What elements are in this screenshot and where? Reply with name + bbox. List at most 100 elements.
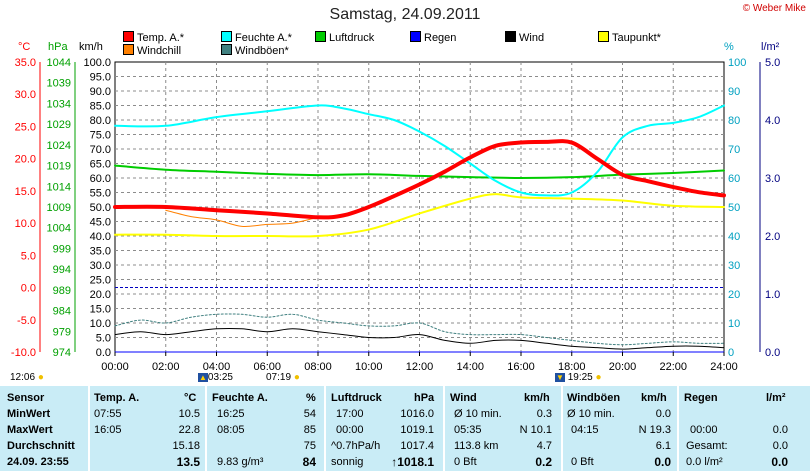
unit-wind: km/h (524, 392, 550, 404)
pressure-tick-label: 994 (53, 264, 71, 276)
hum-min-time: 16:25 (217, 408, 245, 420)
humidity-tick-label: 80 (728, 115, 740, 127)
header-sensor: Sensor (7, 392, 45, 404)
pressure-tick-label: 974 (53, 347, 71, 359)
pressure-tick-label: 1019 (47, 161, 71, 173)
temp-tick-label: 35.0 (15, 57, 36, 69)
humidity-tick-label: 20 (728, 289, 740, 301)
wind-tick-label: 60.0 (90, 173, 111, 185)
header-pressure: Luftdruck (331, 392, 382, 404)
x-tick-label: 16:00 (507, 361, 535, 373)
legend-swatch (123, 44, 134, 55)
hum-max-value: 85 (303, 424, 316, 436)
legend-label: Wind (519, 32, 545, 44)
time-marker: 07:19 ● (266, 372, 300, 383)
temperature-line (113, 139, 726, 220)
legend-label: Regen (424, 32, 457, 44)
temp-tick-label: 15.0 (15, 186, 36, 198)
legend-swatch (410, 31, 421, 42)
temp-tick-label: 20.0 (15, 154, 36, 166)
temp-tick-label: 30.0 (15, 89, 36, 101)
header-temp: Temp. A. (94, 392, 140, 404)
gust-day-avg: 6.1 (655, 440, 671, 452)
header-gusts: Windböen (567, 392, 621, 404)
legend-dewpoint: Taupunkt* (598, 31, 661, 44)
wind-avg-label: Ø 10 min. (454, 408, 502, 420)
temp-current-value: 13.5 (176, 455, 200, 469)
legend-temp: Temp. A.* (123, 31, 184, 44)
rain-total-value: 0.0 (772, 440, 788, 452)
temp-max-time: 16:05 (94, 424, 122, 436)
rain-tick-label: 1.0 (765, 289, 780, 301)
x-tick-label: 24:00 (710, 361, 738, 373)
forecast-text: sonnig (331, 456, 364, 468)
legend-gusts: Windböen* (221, 44, 289, 57)
wind-tick-label: 70.0 (90, 144, 111, 156)
wind-tick-label: 30.0 (90, 260, 111, 272)
gust-beaufort: 0 Bft (571, 456, 594, 468)
time-label: 12:06 (10, 372, 36, 383)
abs-humidity: 9.83 g/m³ (217, 456, 264, 468)
legend-label: Feuchte A.* (235, 32, 292, 44)
press-min-value: 1016.0 (400, 408, 434, 420)
wind-axis-unit: km/h (79, 41, 103, 53)
legend-swatch (123, 31, 134, 42)
pressure-tick-label: 999 (53, 243, 71, 255)
gusts-line (114, 313, 725, 346)
sunset-marker: ▼ 19:25 ● (555, 372, 602, 383)
pressure-tick-label: 1004 (47, 223, 71, 235)
wind-tick-label: 25.0 (90, 275, 111, 287)
rain-rate: 0.0 l/m² (686, 456, 723, 468)
x-tick-label: 10:00 (355, 361, 383, 373)
pressure-tick-label: 1014 (47, 181, 71, 193)
unit-temp: °C (184, 392, 197, 404)
unit-pressure: hPa (414, 392, 435, 404)
press-max-value: 1019.1 (400, 424, 434, 436)
humidity-tick-label: 90 (728, 86, 740, 98)
rain-tick-label: 0.0 (765, 347, 780, 359)
sunrise-icon: ▲ (198, 373, 208, 382)
rain-axis-unit: l/m² (761, 41, 780, 53)
temp-tick-label: 5.0 (21, 250, 36, 262)
wind-tick-label: 10.0 (90, 318, 111, 330)
humidity-tick-label: 50 (728, 202, 740, 214)
rain-max-time: 00:00 (690, 424, 718, 436)
humidity-tick-label: 0 (728, 347, 734, 359)
wind-max-time: 05:35 (454, 424, 482, 436)
temp-tick-label: 0.0 (21, 283, 36, 295)
legend-swatch (598, 31, 609, 42)
legend-rain: Regen (410, 31, 456, 44)
rain-total-label: Gesamt: (686, 440, 728, 452)
humidity-tick-label: 40 (728, 231, 740, 243)
temp-tick-label: 10.0 (15, 218, 36, 230)
rain-tick-label: 4.0 (765, 115, 780, 127)
wind-current-value: 0.2 (535, 455, 552, 469)
wind-tick-label: 50.0 (90, 202, 111, 214)
pressure-tick-label: 1009 (47, 202, 71, 214)
press-avg-value: 1017.4 (400, 440, 434, 452)
temp-max-value: 22.8 (178, 424, 200, 436)
x-tick-label: 14:00 (456, 361, 484, 373)
row-label-min: MinWert (7, 408, 51, 420)
weather-chart: 35.0 30.0 25.0 20.0 15.0 10.0 5.0 0.0 -5.0 -10.0 1… (11, 57, 780, 373)
gust-avg-value: 0.0 (655, 408, 671, 420)
rain-tick-label: 3.0 (765, 173, 780, 185)
humidity-tick-label: 60 (728, 173, 740, 185)
legend-label: Taupunkt* (612, 32, 661, 44)
sunrise-label-left: 12:06 ● (10, 372, 44, 383)
row-label-avg: Durchschnitt (7, 440, 75, 452)
temp-tick-label: -10.0 (11, 347, 36, 359)
gust-max-time: 04:15 (571, 424, 599, 436)
wind-line (114, 327, 725, 350)
humidity-line (114, 104, 725, 197)
row-label-current: 24.09. 23:55 (7, 456, 69, 468)
wind-tick-label: 35.0 (90, 246, 111, 258)
pressure-tick-label: 1024 (47, 140, 71, 152)
rain-tick-label: 5.0 (765, 57, 780, 69)
x-tick-label: 00:00 (101, 361, 129, 373)
legend-humidity: Feuchte A.* (221, 31, 292, 44)
row-label-max: MaxWert (7, 424, 53, 436)
wind-tick-label: 45.0 (90, 217, 111, 229)
pressure-tick-label: 989 (53, 285, 71, 297)
wind-tick-label: 0.0 (96, 347, 111, 359)
